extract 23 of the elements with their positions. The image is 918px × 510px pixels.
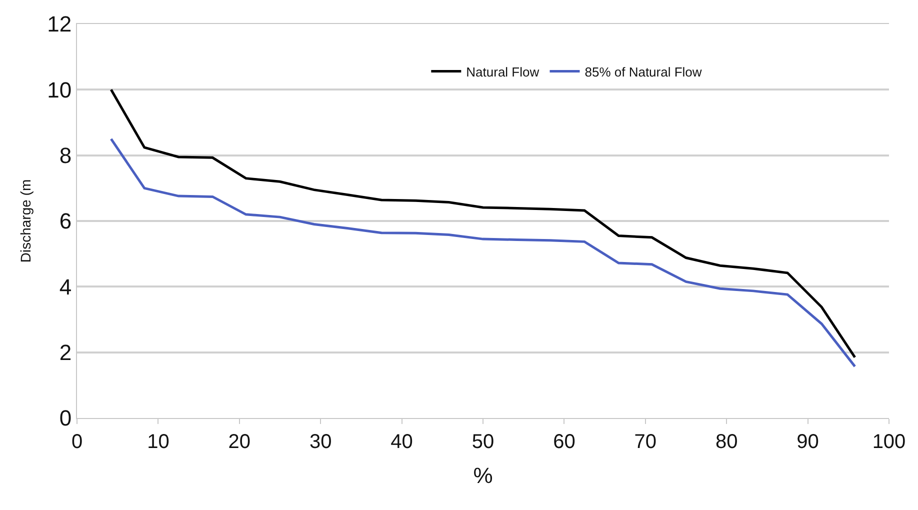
- line-series: [110, 138, 856, 368]
- line-series: [110, 88, 856, 359]
- x-tick-label: 20: [228, 431, 251, 453]
- x-tick-label: 10: [147, 431, 170, 453]
- x-tick-label: 80: [715, 431, 738, 453]
- y-tick-label: 0: [59, 406, 72, 431]
- y-tick-label: 10: [47, 77, 72, 102]
- legend-label: 85% of Natural Flow: [584, 64, 702, 80]
- x-tick-label: 90: [796, 431, 819, 453]
- x-tick-label: 60: [553, 431, 576, 453]
- x-tick-label: 70: [634, 431, 657, 453]
- y-tick-label: 12: [47, 12, 72, 37]
- x-tick-label: 30: [309, 431, 332, 453]
- x-tick-label: 40: [390, 431, 413, 453]
- x-tick-label: 50: [472, 431, 494, 453]
- y-tick-label: 8: [59, 143, 72, 168]
- x-tick-label: 100: [872, 431, 906, 453]
- y-axis-title: Discharge (m: [18, 179, 34, 263]
- legend-label: Natural Flow: [466, 64, 540, 80]
- x-axis-title: %: [473, 462, 493, 488]
- y-tick-label: 2: [59, 340, 72, 366]
- y-tick-label: 6: [59, 208, 72, 234]
- y-tick-label: 4: [59, 274, 72, 300]
